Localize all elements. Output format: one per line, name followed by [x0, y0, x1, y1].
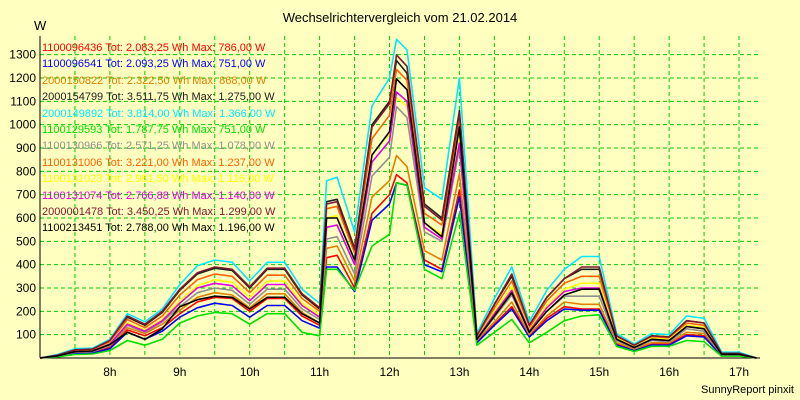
legend-entry: 1100213451 Tot: 2.788,00 Wh Max: 1.196,0…	[42, 220, 275, 236]
legend-entry: 1100130966 Tot: 2.571,25 Wh Max: 1.078,0…	[42, 138, 275, 154]
legend-series-stats: Tot: 2.093,25 Wh Max: 751,00 W	[102, 58, 266, 71]
legend-series-stats: Tot: 3.221,00 Wh Max: 1.237,00 W	[102, 156, 275, 169]
x-tick-label: 16h	[659, 365, 679, 379]
y-tick-label: 500	[16, 234, 36, 248]
x-tick-label: 10h	[240, 365, 260, 379]
legend-entry: 2000149892 Tot: 3.814,00 Wh Max: 1.366,0…	[42, 106, 275, 122]
y-tick-label: 1000	[9, 118, 36, 132]
series-line-2000149892	[39, 38, 757, 359]
legend-series-name: 1100131023	[42, 173, 103, 186]
x-tick-label: 8h	[103, 365, 116, 379]
y-tick-label: 300	[16, 281, 36, 295]
y-tick-label: 100	[16, 328, 36, 342]
legend-entry: 1100131023 Tot: 2.981,50 Wh Max: 1.116,0…	[42, 171, 275, 187]
axes: 100 200 300 400 500 600 700 800 900 1000 1100 1200 1…	[9, 36, 760, 379]
legend-entry: 2000150822 Tot: 2.322,50 Wh Max: 868,00 …	[42, 73, 275, 89]
legend-series-stats: Tot: 2.571,25 Wh Max: 1.078,00 W	[102, 140, 275, 153]
legend-series-stats: Tot: 2.083,25 Wh Max: 786,00 W	[102, 42, 266, 54]
legend-series-stats: Tot: 2.766,88 Wh Max: 1.140,00 W	[102, 189, 275, 202]
legend-series-name: 1100129593	[42, 124, 103, 137]
x-tick-label: 11h	[310, 365, 329, 379]
y-axis-unit: W	[34, 18, 47, 33]
legend-series-stats: Tot: 3.450,25 Wh Max: 1.299,00 W	[103, 206, 276, 219]
x-tick-label: 15h	[589, 365, 609, 379]
legend-series-stats: Tot: 2.788,00 Wh Max: 1.196,00 W	[102, 222, 275, 235]
legend-series-name: 2000001478	[42, 206, 104, 219]
chart-title: Wechselrichtervergleich vom 21.02.2014	[282, 10, 518, 25]
legend-entry: 1100131006 Tot: 3.221,00 Wh Max: 1.237,0…	[42, 155, 275, 171]
legend-series-name: 1100131006	[42, 156, 103, 169]
plot-area	[40, 36, 760, 358]
legend-series-name: 1100096436	[42, 42, 103, 54]
y-tick-label: 1200	[9, 71, 36, 85]
legend-series-name: 2000150822	[42, 74, 104, 87]
series-line-1100213451	[39, 78, 757, 359]
series-lines	[39, 38, 757, 359]
y-tick-label: 600	[16, 211, 36, 225]
legend: 1100096436 Tot: 2.083,25 Wh Max: 786,00 …	[42, 40, 275, 237]
series-line-1100096541	[39, 182, 757, 359]
grid	[40, 36, 760, 358]
y-tick-label: 900	[16, 141, 36, 155]
legend-series-name: 1100131074	[42, 189, 103, 202]
legend-series-stats: Tot: 2.981,50 Wh Max: 1.116,00 W	[102, 173, 274, 186]
y-tick-label: 800	[16, 164, 36, 178]
footer-credit: SunnyReport pinxit	[701, 384, 794, 396]
legend-series-name: 2000154799	[42, 91, 104, 104]
x-tick-label: 13h	[449, 365, 469, 379]
y-tick-label: 200	[16, 304, 36, 318]
legend-entry: 1100131074 Tot: 2.766,88 Wh Max: 1.140,0…	[42, 188, 275, 204]
legend-entry: 2000154799 Tot: 3.511,75 Wh Max: 1.275,0…	[42, 89, 275, 105]
y-tick-label: 700	[16, 188, 36, 202]
x-tick-label: 17h	[729, 365, 749, 379]
legend-entry: 1100129593 Tot: 1.787,75 Wh Max: 751,00 …	[42, 122, 275, 138]
legend-series-name: 1100130966	[42, 140, 103, 153]
x-tick-label: 9h	[173, 365, 186, 379]
legend-series-name: 1100096541	[42, 58, 103, 71]
legend-entry: 2000001478 Tot: 3.450,25 Wh Max: 1.299,0…	[42, 204, 275, 220]
y-tick-label: 1300	[9, 48, 36, 62]
legend-series-stats: Tot: 1.787,75 Wh Max: 751,00 W	[102, 124, 266, 137]
legend-series-stats: Tot: 3.511,75 Wh Max: 1.275,00 W	[103, 91, 275, 104]
legend-series-stats: Tot: 3.814,00 Wh Max: 1.366,00 W	[103, 107, 276, 120]
y-tick-label: 1100	[10, 94, 36, 108]
series-line-1100129593	[39, 182, 757, 359]
legend-entry: 1100096436 Tot: 2.083,25 Wh Max: 786,00 …	[42, 40, 275, 56]
x-tick-label: 12h	[379, 365, 399, 379]
series-line-2000150822	[39, 154, 757, 359]
legend-entry: 1100096541 Tot: 2.093,25 Wh Max: 751,00 …	[42, 56, 275, 72]
series-line-2000001478	[39, 54, 757, 359]
legend-series-name: 2000149892	[42, 107, 104, 120]
y-tick-label: 400	[16, 258, 36, 272]
legend-series-stats: Tot: 2.322,50 Wh Max: 868,00 W	[103, 74, 267, 87]
x-tick-label: 14h	[519, 365, 539, 379]
legend-series-name: 1100213451	[42, 222, 103, 235]
